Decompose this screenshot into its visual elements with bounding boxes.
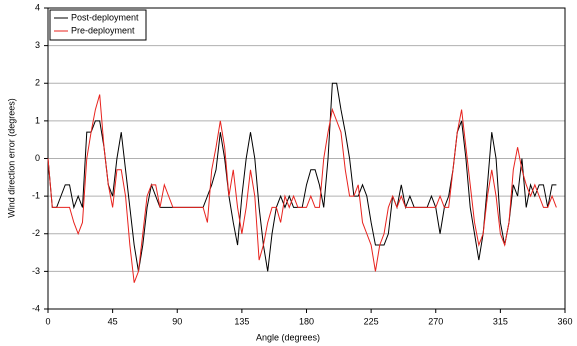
x-tick-label: 0 (45, 316, 50, 326)
x-tick-label: 45 (108, 316, 118, 326)
x-tick-label: 225 (364, 316, 379, 326)
legend-box (49, 9, 147, 41)
y-tick-label: 3 (35, 40, 40, 50)
y-tick-label: 2 (35, 78, 40, 88)
x-axis-label: Angle (degrees) (256, 332, 320, 342)
x-tick-label: 360 (557, 316, 572, 326)
legend-label: Post-deployment (71, 12, 139, 22)
y-tick-label: 0 (35, 153, 40, 163)
x-tick-label: 270 (428, 316, 443, 326)
y-tick-label: 1 (35, 115, 40, 125)
y-tick-label: -4 (32, 303, 40, 313)
x-tick-label: 90 (172, 316, 182, 326)
y-tick-label: -1 (32, 191, 40, 201)
series-line (47, 94, 557, 283)
y-axis-label: Wind direction error (degrees) (6, 98, 16, 218)
x-tick-label: 180 (299, 316, 314, 326)
x-tick-label: 135 (234, 316, 249, 326)
y-tick-label: -3 (32, 266, 40, 276)
x-tick-label: 315 (493, 316, 508, 326)
legend-label: Pre-deployment (71, 25, 135, 35)
y-tick-label: -2 (32, 228, 40, 238)
series-line (47, 82, 557, 272)
y-tick-label: 4 (35, 2, 40, 12)
